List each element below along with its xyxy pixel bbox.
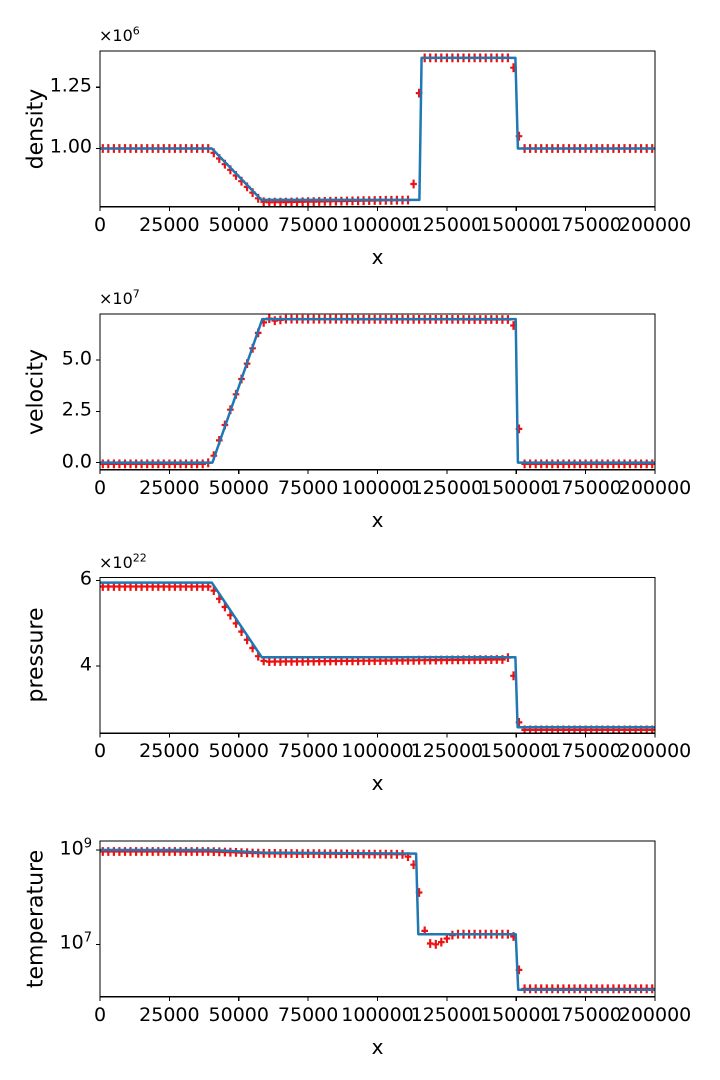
x-tick-label: 175000 bbox=[549, 1003, 622, 1026]
plot-frame bbox=[99, 50, 656, 208]
x-tick-label: 0 bbox=[93, 213, 107, 236]
y-axis-label: density bbox=[23, 88, 49, 170]
x-tick-label: 75000 bbox=[277, 213, 339, 236]
x-tick-label: 125000 bbox=[410, 213, 484, 236]
analytic-line bbox=[100, 581, 655, 729]
x-tick-label: 150000 bbox=[479, 1003, 553, 1026]
plot-frame bbox=[99, 576, 656, 734]
plot-frame bbox=[99, 840, 656, 998]
y-tick-label: 2.5 bbox=[61, 399, 92, 422]
x-tick-label: 25000 bbox=[139, 1003, 200, 1026]
x-tick-label: 100000 bbox=[341, 476, 414, 499]
x-tick-label: 25000 bbox=[139, 476, 200, 499]
x-tick-label: 150000 bbox=[479, 740, 553, 763]
x-tick-label: 100000 bbox=[341, 740, 414, 763]
x-tick-label: 100000 bbox=[341, 1003, 414, 1026]
x-tick-label: 75000 bbox=[277, 740, 339, 763]
y-tick-label: 1.00 bbox=[49, 136, 92, 159]
y-tick-label: 5.0 bbox=[61, 347, 92, 370]
y-axis-label: velocity bbox=[23, 348, 49, 435]
y-tick-label: 109 bbox=[59, 836, 92, 860]
analytic-line bbox=[100, 848, 655, 991]
x-tick-label: 0 bbox=[93, 476, 107, 499]
x-tick-label: 125000 bbox=[410, 476, 484, 499]
y-tick-label: 107 bbox=[59, 930, 92, 955]
x-tick-label: 25000 bbox=[139, 740, 200, 763]
y-tick-exponent: 7 bbox=[83, 930, 92, 946]
x-tick-label: 50000 bbox=[208, 213, 269, 236]
x-tick-label: 150000 bbox=[479, 476, 553, 499]
x-tick-label: 200000 bbox=[618, 1003, 692, 1026]
x-tick-label: 200000 bbox=[618, 476, 692, 499]
x-axis-label: x bbox=[371, 1034, 384, 1059]
analytic-line bbox=[100, 317, 655, 464]
x-axis-label: x bbox=[371, 771, 384, 796]
axis-scale-offset-label: ×106 bbox=[99, 24, 140, 45]
x-tick-label: 50000 bbox=[208, 740, 269, 763]
plot-frame bbox=[99, 313, 656, 471]
simulation-markers bbox=[100, 53, 655, 207]
x-tick-label: 100000 bbox=[341, 213, 414, 236]
x-tick-label: 150000 bbox=[479, 213, 553, 236]
offset-exponent: 22 bbox=[132, 551, 147, 565]
y-tick-exponent: 9 bbox=[83, 836, 92, 852]
x-axis-label: x bbox=[371, 244, 384, 269]
y-tick-label: 1.25 bbox=[49, 74, 92, 97]
x-tick-label: 125000 bbox=[410, 740, 484, 763]
y-tick-label: 4 bbox=[79, 653, 92, 676]
x-tick-label: 200000 bbox=[618, 213, 692, 236]
x-tick-label: 75000 bbox=[277, 1003, 339, 1026]
axis-scale-offset-label: ×1022 bbox=[99, 551, 147, 572]
simulation-markers bbox=[100, 582, 655, 734]
offset-exponent: 6 bbox=[132, 24, 140, 38]
y-axis-label: temperature bbox=[23, 849, 49, 989]
x-tick-label: 0 bbox=[93, 740, 107, 763]
x-tick-label: 175000 bbox=[549, 476, 622, 499]
y-axis-label: pressure bbox=[23, 607, 49, 703]
y-tick-label: 0.0 bbox=[61, 450, 92, 473]
analytic-line bbox=[100, 56, 655, 202]
y-tick-label: 6 bbox=[79, 568, 92, 591]
offset-exponent: 7 bbox=[132, 287, 140, 301]
x-tick-label: 200000 bbox=[618, 740, 692, 763]
x-tick-label: 175000 bbox=[549, 213, 622, 236]
simulation-markers bbox=[100, 847, 655, 994]
simulation-markers bbox=[100, 314, 655, 469]
x-tick-label: 175000 bbox=[549, 740, 622, 763]
x-tick-label: 25000 bbox=[139, 213, 200, 236]
x-tick-label: 50000 bbox=[208, 476, 269, 499]
x-tick-label: 0 bbox=[93, 1003, 107, 1026]
x-axis-label: x bbox=[371, 507, 384, 532]
x-tick-label: 75000 bbox=[277, 476, 339, 499]
x-tick-label: 50000 bbox=[208, 1003, 269, 1026]
x-tick-label: 125000 bbox=[410, 1003, 484, 1026]
axis-scale-offset-label: ×107 bbox=[99, 287, 140, 308]
